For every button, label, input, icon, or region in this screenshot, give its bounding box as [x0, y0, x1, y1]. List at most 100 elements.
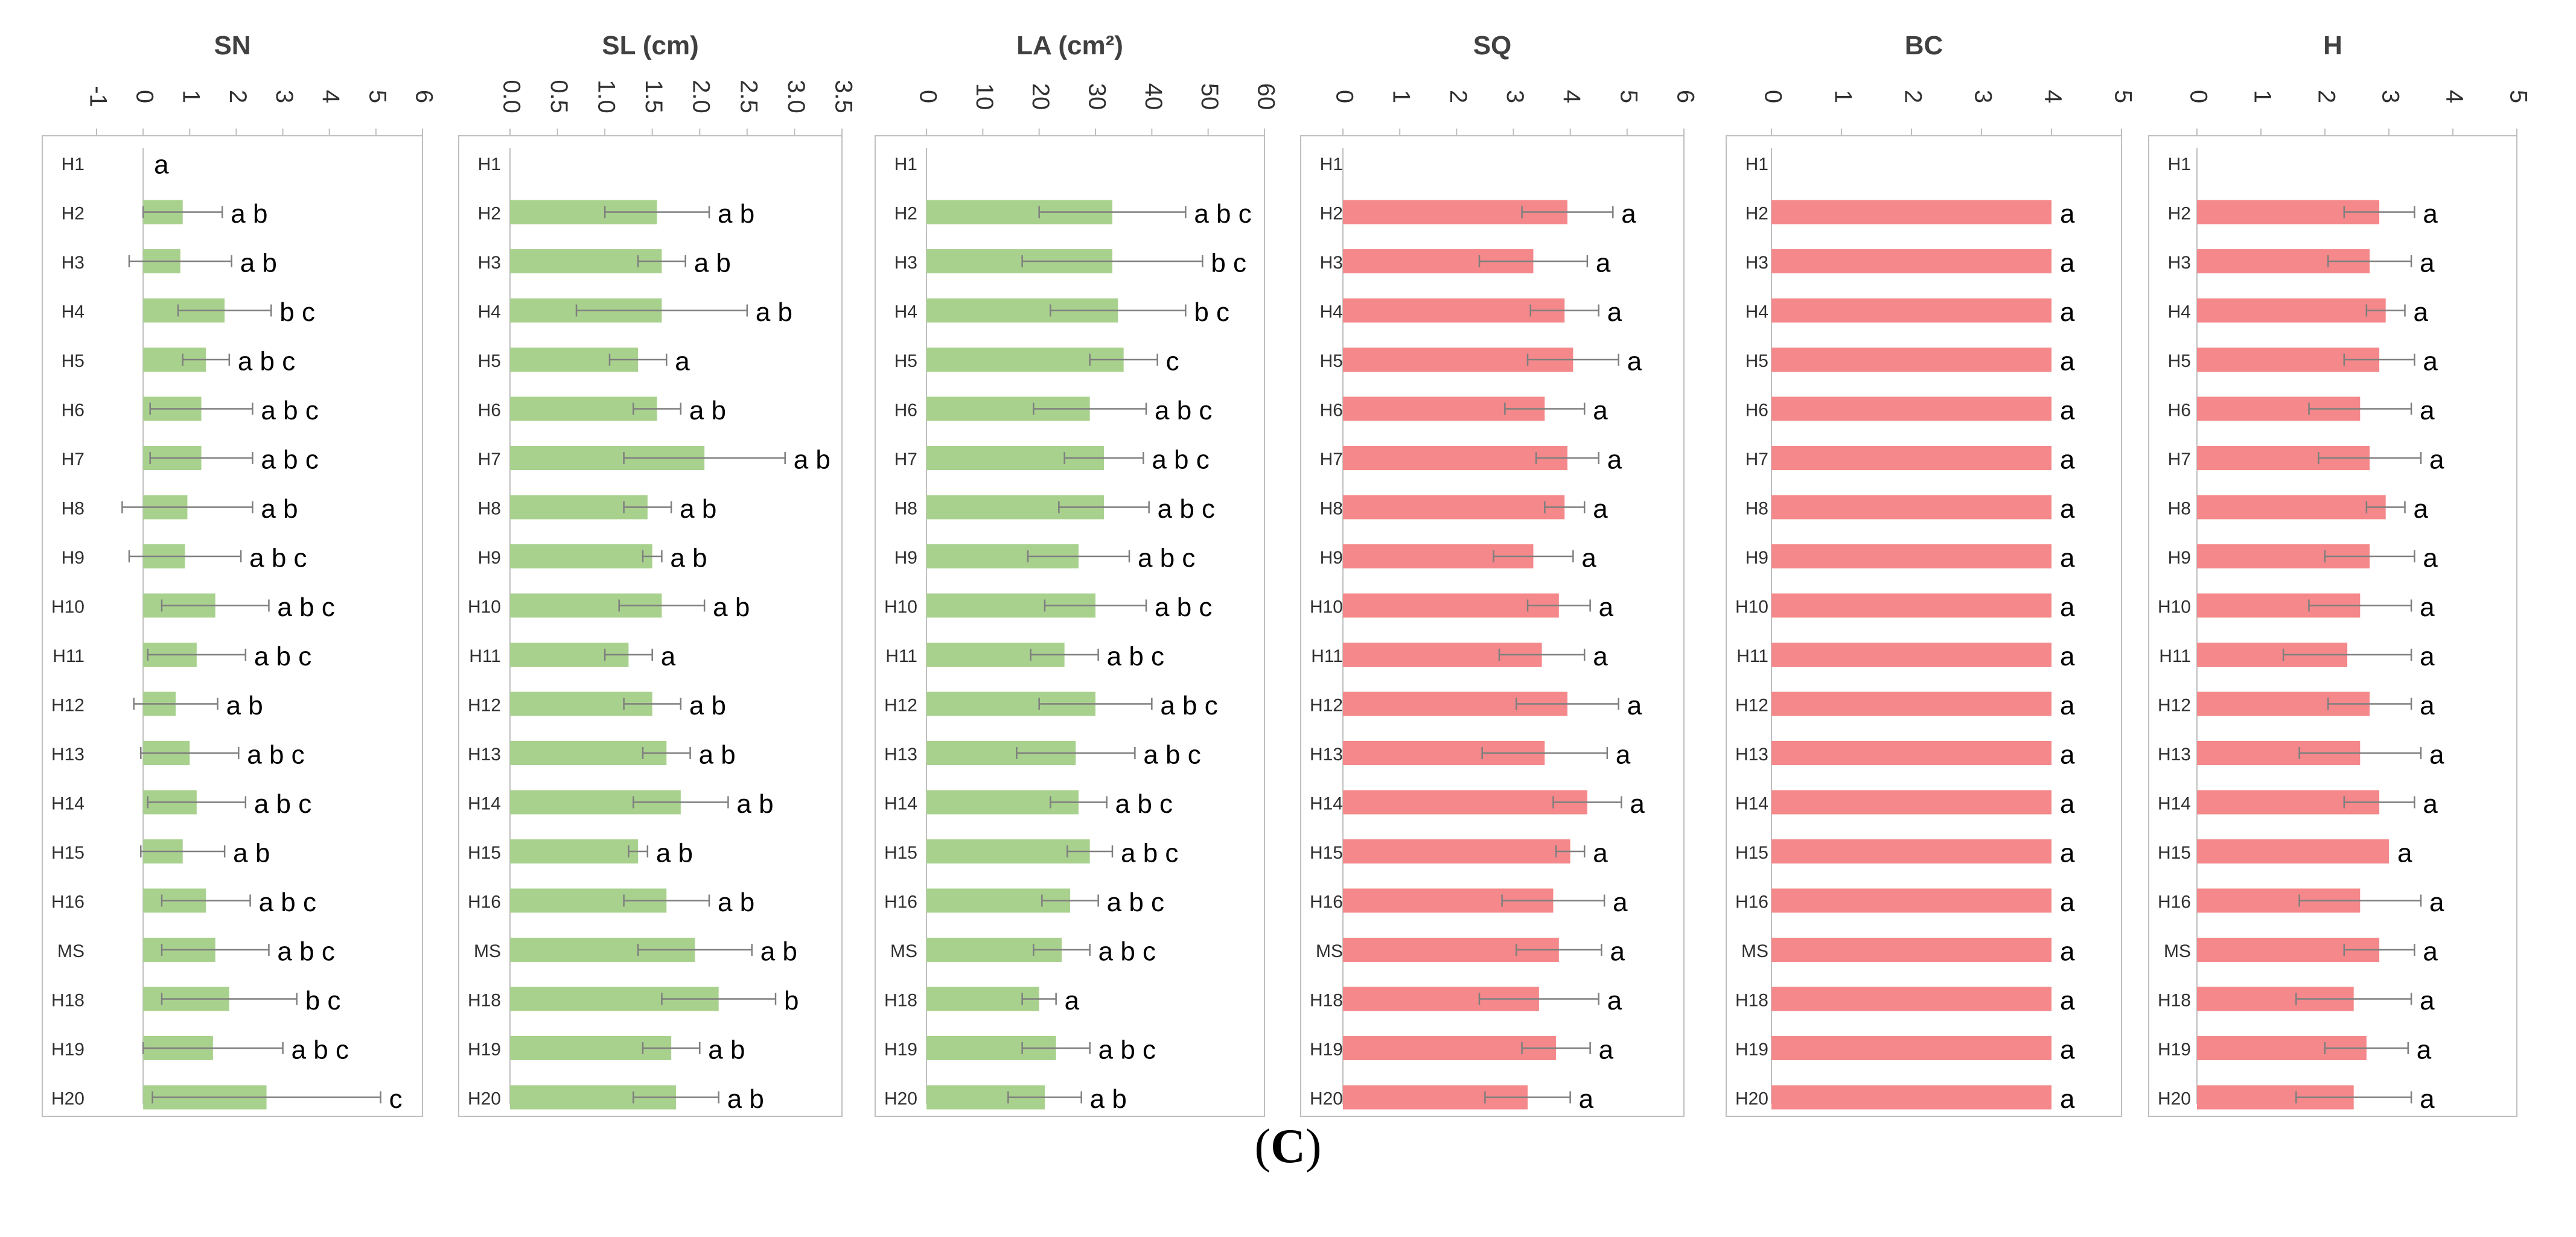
category-label: H12 [884, 695, 917, 715]
category-label: H18 [2158, 990, 2191, 1010]
significance-label: a [2060, 986, 2075, 1016]
category-label: H20 [1310, 1089, 1343, 1108]
significance-label: a [2423, 789, 2438, 819]
category-label: H4 [478, 302, 501, 322]
significance-label: a [1613, 888, 1628, 917]
significance-label: a b [240, 249, 277, 278]
category-label: H19 [1310, 1040, 1343, 1060]
x-tick-label: 2 [225, 90, 251, 103]
category-label: H8 [2168, 498, 2191, 518]
category-label: H14 [2158, 793, 2191, 813]
significance-label: a [2420, 986, 2435, 1016]
category-label: H20 [51, 1089, 84, 1108]
significance-label: a [1065, 986, 1080, 1016]
significance-label: a b c [254, 642, 311, 672]
significance-label: a [2423, 199, 2438, 229]
category-label: H3 [1745, 253, 1768, 273]
category-label: H14 [884, 793, 917, 813]
significance-label: a [2060, 1035, 2075, 1065]
category-label: H10 [884, 597, 917, 617]
category-label: H7 [1320, 450, 1343, 469]
category-label: H14 [468, 793, 501, 813]
significance-label: a b c [259, 888, 316, 917]
x-tick-label: 0 [1759, 90, 1786, 103]
plot-frame [42, 135, 423, 1117]
bar [1343, 495, 1565, 520]
significance-label: a b [670, 544, 707, 573]
significance-label: a [2429, 445, 2444, 475]
significance-label: a b c [238, 347, 295, 377]
category-label: H20 [468, 1089, 501, 1108]
category-label: H2 [1745, 203, 1768, 223]
chart-title: H [2323, 31, 2342, 60]
x-tick-label: 1.0 [593, 80, 620, 113]
bar [2197, 839, 2389, 863]
category-label: H13 [1735, 745, 1768, 765]
significance-label: a [2060, 544, 2075, 573]
category-label: H9 [894, 548, 917, 568]
significance-label: a b [708, 1035, 745, 1065]
x-tick-label: 2.0 [688, 80, 715, 113]
category-label: H7 [62, 450, 84, 469]
significance-label: a [2429, 888, 2444, 917]
bar [1771, 249, 2052, 273]
category-label: H3 [1320, 253, 1343, 273]
category-label: H18 [884, 990, 917, 1010]
significance-label: a [2420, 642, 2435, 672]
x-tick-label: 0 [914, 90, 941, 103]
category-label: H19 [1735, 1040, 1768, 1060]
category-label: H11 [53, 646, 84, 666]
significance-label: a b c [261, 396, 318, 425]
bar [1343, 839, 1570, 863]
panel-caption: (C) [0, 1119, 2576, 1174]
x-tick-label: 40 [1140, 83, 1167, 110]
x-tick-label: 6 [410, 90, 437, 103]
x-tick-label: 30 [1083, 83, 1110, 110]
significance-label: a [2060, 1084, 2075, 1114]
significance-label: a b [1090, 1084, 1127, 1114]
bar [1771, 1036, 2052, 1060]
significance-label: a b c [1143, 740, 1200, 770]
significance-label: a [2420, 691, 2435, 720]
category-label: H1 [1745, 154, 1768, 174]
chart-title: SQ [1473, 31, 1512, 60]
plot-frame [875, 135, 1265, 1117]
category-label: H5 [1745, 351, 1768, 371]
significance-label: a b [699, 740, 736, 770]
category-label: H1 [2168, 154, 2191, 174]
x-tick-label: 5 [2109, 90, 2136, 103]
category-label: MS [474, 941, 501, 961]
category-label: H6 [2168, 400, 2191, 420]
bar [1771, 938, 2052, 962]
significance-label: a b [689, 691, 726, 720]
category-label: H1 [894, 154, 917, 174]
x-tick-label: 2 [1445, 90, 1471, 103]
bar [1771, 888, 2052, 913]
significance-label: a b c [1160, 691, 1217, 720]
category-label: H16 [468, 892, 501, 912]
bar [1771, 298, 2052, 323]
chart-title: SL (cm) [602, 31, 699, 60]
category-label: H12 [1735, 695, 1768, 715]
significance-label: a [661, 642, 676, 672]
significance-label: a [2420, 593, 2435, 622]
significance-label: a [1593, 396, 1608, 425]
category-label: H16 [1310, 892, 1343, 912]
category-label: H10 [2158, 597, 2191, 617]
category-label: H2 [1320, 203, 1343, 223]
significance-label: a b [718, 199, 754, 229]
significance-label: a b [760, 937, 797, 967]
significance-label: a [2060, 199, 2075, 229]
x-tick-label: 0 [1331, 90, 1357, 103]
x-tick-label: 1 [1388, 90, 1415, 103]
category-label: H19 [2158, 1040, 2191, 1060]
category-label: H3 [894, 253, 917, 273]
significance-label: a [1616, 740, 1631, 770]
bar [1343, 790, 1587, 815]
category-label: H16 [51, 892, 84, 912]
bar [1343, 593, 1559, 618]
x-tick-label: 4 [2441, 90, 2467, 103]
category-label: H8 [894, 498, 917, 518]
significance-label: a [2429, 740, 2444, 770]
x-tick-label: 3 [1502, 90, 1528, 103]
